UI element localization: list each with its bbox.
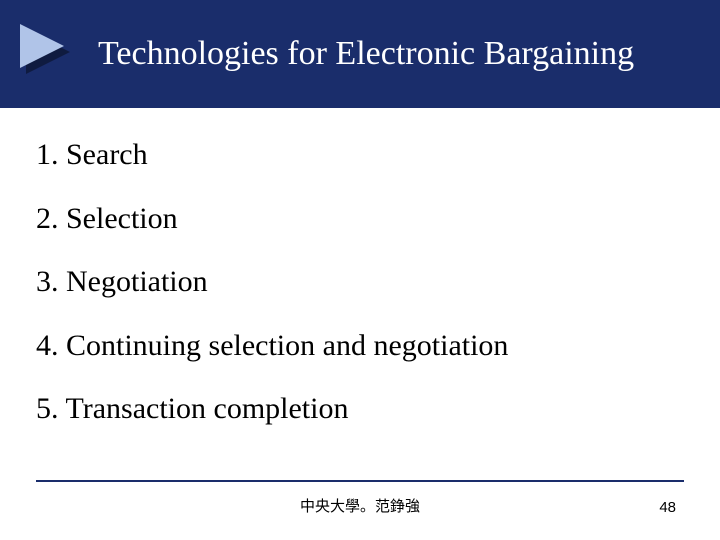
list-item: 5. Transaction completion [36,390,684,428]
slide-title: Technologies for Electronic Bargaining [98,34,634,75]
list-item: 4. Continuing selection and negotiation [36,327,684,365]
list-item: 2. Selection [36,200,684,238]
list-item: 3. Negotiation [36,263,684,301]
slide-content: 1. Search 2. Selection 3. Negotiation 4.… [0,108,720,428]
triangle-bullet-icon [20,24,80,84]
list-item: 1. Search [36,136,684,174]
footer-divider [36,480,684,482]
slide-header: Technologies for Electronic Bargaining [0,0,720,108]
footer-text: 中央大學。范錚強 [0,495,720,516]
page-number: 48 [659,499,676,516]
